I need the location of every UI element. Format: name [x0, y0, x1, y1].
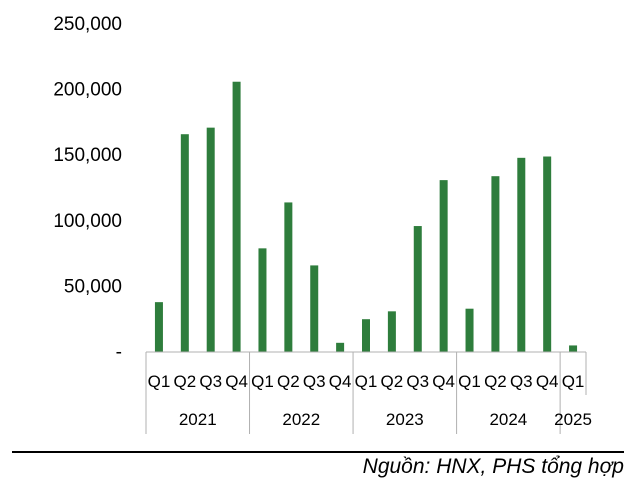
quarter-label: Q3: [406, 372, 429, 391]
y-tick-label: -: [116, 342, 122, 363]
bar: [439, 180, 448, 352]
bars: [154, 81, 578, 352]
y-axis: - 50,000 100,000 150,000 200,000 250,000: [53, 14, 122, 363]
y-tick-label: 100,000: [53, 211, 122, 232]
quarter-label: Q2: [277, 372, 300, 391]
year-label: 2024: [489, 410, 527, 429]
bar: [543, 156, 552, 352]
quarter-label: Q3: [510, 372, 533, 391]
bar: [232, 81, 241, 352]
bar: [569, 345, 578, 352]
quarter-label: Q1: [458, 372, 481, 391]
quarter-label: Q3: [303, 372, 326, 391]
quarter-label: Q4: [536, 372, 559, 391]
y-tick-label: 50,000: [64, 276, 122, 297]
bar: [362, 319, 370, 352]
year-label: 2022: [282, 410, 320, 429]
quarter-label: Q2: [173, 372, 196, 391]
quarter-label: Q1: [562, 372, 585, 391]
bar: [154, 302, 163, 352]
quarter-label: Q1: [355, 372, 378, 391]
quarter-label: Q3: [199, 372, 222, 391]
quarter-label: Q1: [148, 372, 171, 391]
bar: [465, 308, 474, 352]
year-label: 2021: [179, 410, 217, 429]
year-label: 2023: [386, 410, 424, 429]
bar: [387, 311, 396, 352]
bar: [413, 226, 422, 352]
bar: [258, 248, 267, 352]
quarter-label: Q4: [225, 372, 248, 391]
source-divider: [12, 451, 624, 453]
bar: [206, 127, 215, 352]
quarter-label: Q4: [329, 372, 352, 391]
bar: [491, 176, 500, 352]
source-note: Nguồn: HNX, PHS tổng hợp: [362, 455, 624, 478]
bar: [517, 157, 526, 352]
year-label: 2025: [554, 410, 592, 429]
y-tick-label: 250,000: [53, 14, 122, 35]
quarter-label: Q2: [484, 372, 507, 391]
y-tick-label: 150,000: [53, 145, 122, 166]
bar: [336, 342, 345, 352]
bar: [284, 202, 293, 352]
bar: [180, 134, 189, 352]
y-tick-label: 200,000: [53, 80, 122, 101]
quarter-label: Q2: [381, 372, 404, 391]
quarter-label: Q4: [432, 372, 455, 391]
quarter-label: Q1: [251, 372, 274, 391]
bar: [310, 265, 319, 352]
